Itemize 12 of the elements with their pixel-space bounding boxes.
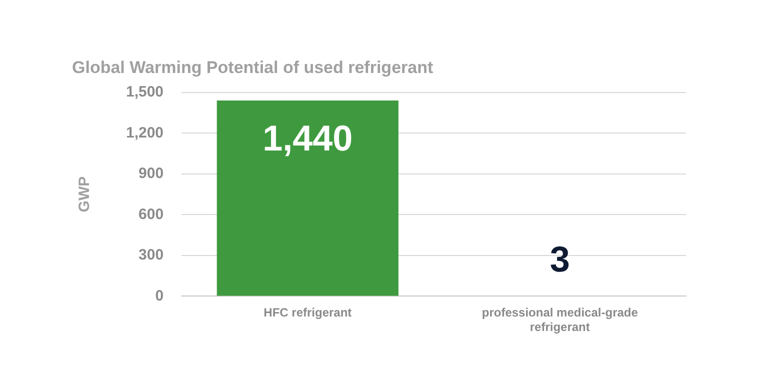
chart-title: Global Warming Potential of used refrigerant <box>72 58 434 77</box>
x-tick-label: professional medical-grade refrigerant <box>482 306 638 334</box>
y-tick-label: 0 <box>155 287 164 304</box>
y-tick-label: 1,200 <box>126 124 164 142</box>
y-axis-title: GWP <box>76 176 94 212</box>
data-label: 1,440 <box>262 117 353 158</box>
y-tick-label: 600 <box>138 206 164 223</box>
y-tick-label: 300 <box>138 246 164 264</box>
y-tick-label: 900 <box>138 165 164 182</box>
data-label: 3 <box>550 238 570 280</box>
y-tick-label: 1,500 <box>126 84 164 101</box>
x-tick-label: HFC refrigerant <box>264 306 352 320</box>
